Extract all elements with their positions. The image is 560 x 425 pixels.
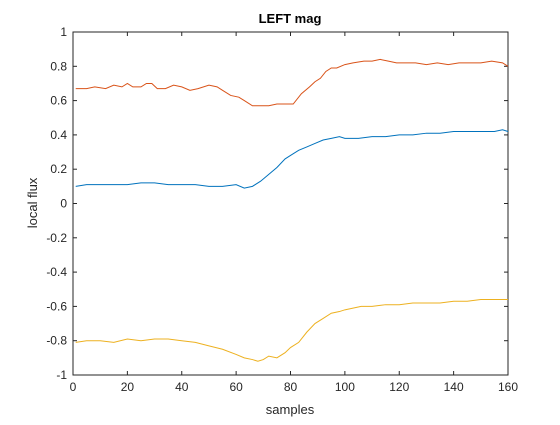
y-tick-label: -1 xyxy=(56,368,67,382)
series-line-3 xyxy=(75,299,508,362)
plot-area xyxy=(72,31,509,376)
x-tick-label: 120 xyxy=(389,380,409,394)
y-tick-label: 0.4 xyxy=(50,128,67,142)
y-tick-label: 0.2 xyxy=(50,162,67,176)
chart-title: LEFT mag xyxy=(259,11,322,26)
y-tick-label: -0.6 xyxy=(46,299,67,313)
x-tick-label: 80 xyxy=(284,380,298,394)
x-tick-label: 140 xyxy=(444,380,464,394)
series-line-2 xyxy=(75,129,509,189)
axis-ticks: 0 20 40 60 80 100 120 140 160 -1 -0.8 -0.6 -0.4 -0.2 0… xyxy=(46,25,518,394)
y-tick-label: 1 xyxy=(60,25,67,39)
y-tick-label: 0.6 xyxy=(50,94,67,108)
y-tick-label: -0.4 xyxy=(46,265,67,279)
y-tick-label: -0.8 xyxy=(46,334,67,348)
x-tick-label: 20 xyxy=(121,380,135,394)
series-line-1 xyxy=(75,58,509,107)
x-tick-label: 160 xyxy=(498,380,518,394)
y-axis-label: local flux xyxy=(25,177,40,228)
x-tick-label: 40 xyxy=(175,380,189,394)
y-tick-label: -0.2 xyxy=(46,231,67,245)
x-axis-label: samples xyxy=(266,402,315,417)
x-tick-label: 0 xyxy=(70,380,77,394)
y-tick-label: 0.8 xyxy=(50,59,67,73)
x-tick-label: 60 xyxy=(229,380,243,394)
x-tick-label: 100 xyxy=(335,380,355,394)
y-tick-label: 0 xyxy=(60,197,67,211)
series-layer xyxy=(75,58,509,362)
